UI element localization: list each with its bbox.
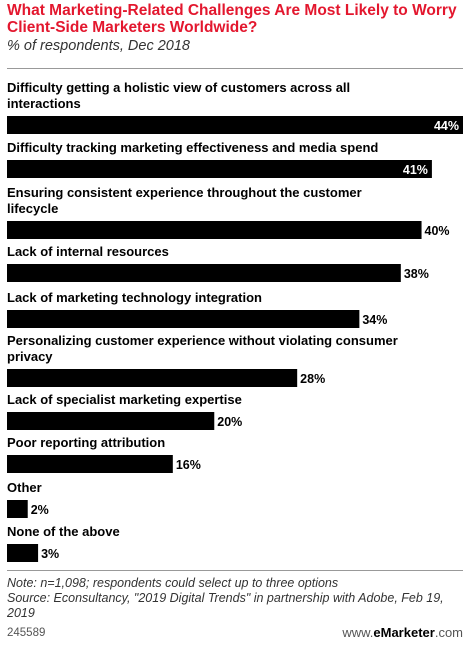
category-label-line: privacy xyxy=(7,349,53,364)
category-label-line: Poor reporting attribution xyxy=(7,435,165,450)
bar xyxy=(7,412,215,430)
brand-logo: www.eMarketer.com xyxy=(342,625,463,640)
category-label-line: Personalizing customer experience withou… xyxy=(7,333,398,348)
value-label: 44% xyxy=(434,119,459,133)
value-label: 34% xyxy=(362,313,387,327)
bar xyxy=(7,310,360,328)
bar-group: Lack of specialist marketing expertise 20… xyxy=(7,392,242,430)
category-label-line: interactions xyxy=(7,96,81,111)
category-label-line: Ensuring consistent experience throughou… xyxy=(7,185,362,200)
value-label: 40% xyxy=(425,224,450,238)
bar-group: None of the above 3% xyxy=(7,524,120,562)
value-label: 2% xyxy=(31,503,49,517)
bar xyxy=(7,369,298,387)
brand-suffix: .com xyxy=(434,625,463,640)
bar xyxy=(7,160,432,178)
category-label-line: Lack of specialist marketing expertise xyxy=(7,392,242,407)
category-label: Lack of specialist marketing expertise xyxy=(7,392,242,407)
bar-group: Lack of internal resources 38% xyxy=(7,244,429,282)
bar xyxy=(7,500,28,518)
category-label: Lack of internal resources xyxy=(7,244,169,259)
category-label: Other xyxy=(7,480,42,495)
value-label: 41% xyxy=(403,163,428,177)
category-label-line: Other xyxy=(7,480,42,495)
bar-group: Personalizing customer experience withou… xyxy=(7,333,398,387)
bar xyxy=(7,455,173,473)
chart-footnote: Note: n=1,098; respondents could select … xyxy=(7,576,465,621)
category-label: Ensuring consistent experience throughou… xyxy=(7,185,362,216)
category-label: Difficulty tracking marketing effectiven… xyxy=(7,140,378,155)
value-label: 16% xyxy=(176,458,201,472)
category-label: Poor reporting attribution xyxy=(7,435,165,450)
brand-prefix: www. xyxy=(342,625,374,640)
bar-group: Difficulty tracking marketing effectiven… xyxy=(7,140,432,178)
bottom-divider xyxy=(7,570,463,571)
note-text: Note: n=1,098; respondents could select … xyxy=(7,576,339,590)
bar-group: Ensuring consistent experience throughou… xyxy=(7,185,450,239)
category-label-line: Difficulty tracking marketing effectiven… xyxy=(7,140,378,155)
category-label-line: None of the above xyxy=(7,524,120,539)
bar xyxy=(7,221,422,239)
category-label-line: Lack of internal resources xyxy=(7,244,169,259)
category-label-line: Difficulty getting a holistic view of cu… xyxy=(7,80,350,95)
chart-id: 245589 xyxy=(7,627,46,639)
category-label: Difficulty getting a holistic view of cu… xyxy=(7,80,350,111)
value-label: 20% xyxy=(217,415,242,429)
category-label-line: Lack of marketing technology integration xyxy=(7,290,262,305)
category-label-line: lifecycle xyxy=(7,201,58,216)
bar-group: Difficulty getting a holistic view of cu… xyxy=(7,80,463,134)
category-label: Personalizing customer experience withou… xyxy=(7,333,398,364)
bar xyxy=(7,264,401,282)
value-label: 3% xyxy=(41,547,59,561)
bar-group: Lack of marketing technology integration… xyxy=(7,290,387,328)
chart-title: What Marketing-Related Challenges Are Mo… xyxy=(7,2,457,36)
brand-name: eMarketer xyxy=(373,625,435,640)
category-label: None of the above xyxy=(7,524,120,539)
category-label: Lack of marketing technology integration xyxy=(7,290,262,305)
bar-group: Poor reporting attribution 16% xyxy=(7,435,201,473)
value-label: 28% xyxy=(300,372,325,386)
bar xyxy=(7,116,463,134)
chart-subtitle: % of respondents, Dec 2018 xyxy=(7,38,190,54)
source-text: Source: Econsultancy, "2019 Digital Tren… xyxy=(7,591,444,620)
top-divider xyxy=(7,68,463,69)
value-label: 38% xyxy=(404,267,429,281)
bar xyxy=(7,544,39,562)
bar-group: Other 2% xyxy=(7,480,49,518)
